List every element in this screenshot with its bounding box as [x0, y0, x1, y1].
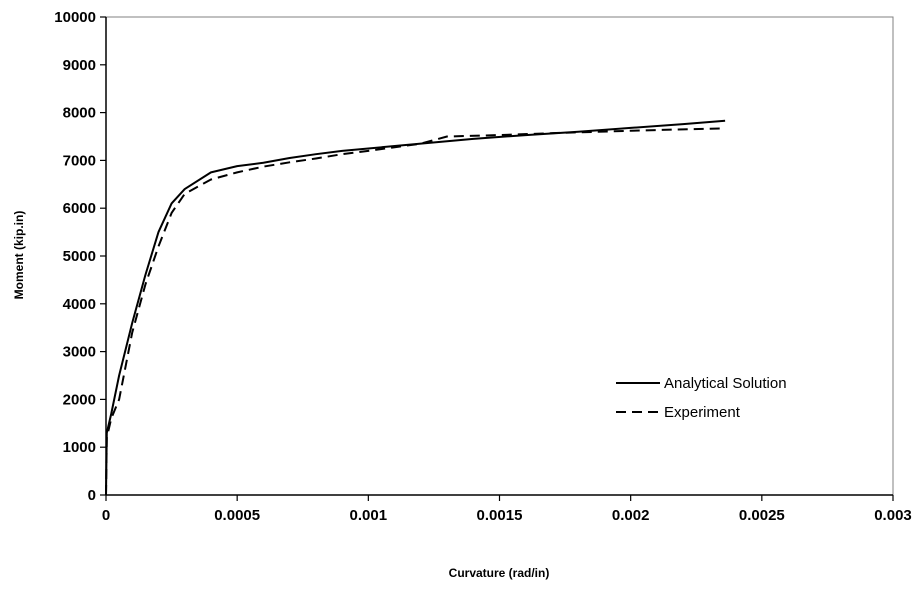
- y-tick-label: 7000: [63, 152, 96, 169]
- y-axis-title: Moment (kip.in): [12, 211, 26, 300]
- legend-label: Experiment: [664, 404, 741, 421]
- x-tick-label: 0.002: [612, 507, 650, 524]
- y-tick-label: 3000: [63, 344, 96, 361]
- x-tick-label: 0.0005: [214, 507, 260, 524]
- y-tick-label: 6000: [63, 200, 96, 217]
- y-tick-label: 8000: [63, 105, 96, 122]
- x-axis-title: Curvature (rad/in): [449, 566, 550, 580]
- y-tick-label: 4000: [63, 296, 96, 313]
- series-layer: [105, 119, 726, 496]
- x-tick-label: 0.0025: [739, 507, 785, 524]
- plot-area-border: [105, 16, 894, 496]
- y-tick-label: 0: [88, 487, 96, 504]
- x-tick-label: 0: [102, 507, 110, 524]
- x-tick-label: 0.0015: [477, 507, 523, 524]
- legend: Analytical Solution Experiment: [616, 375, 787, 421]
- x-tick-label: 0.001: [350, 507, 388, 524]
- legend-label: Analytical Solution: [664, 375, 787, 392]
- y-tick-label: 5000: [63, 248, 96, 265]
- y-tick-label: 2000: [63, 391, 96, 408]
- axes: 0 1000 2000 3000 4000 5000 6000 7000 8000 9000 100…: [54, 9, 911, 524]
- x-tick-label: 0.003: [874, 507, 912, 524]
- y-tick-label: 9000: [63, 57, 96, 74]
- series-line-analytical-solution: [105, 119, 726, 496]
- series-line-experiment: [105, 127, 726, 496]
- y-tick-label: 10000: [54, 9, 96, 26]
- y-tick-label: 1000: [63, 439, 96, 456]
